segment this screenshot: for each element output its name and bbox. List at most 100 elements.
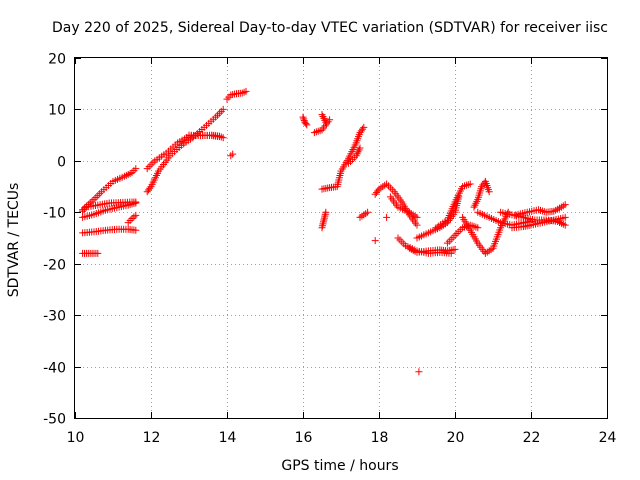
data-point <box>132 165 140 173</box>
data-point <box>215 132 223 140</box>
data-point <box>145 163 153 171</box>
data-point <box>149 159 157 167</box>
data-point <box>443 239 451 247</box>
data-point <box>470 222 478 230</box>
data-point <box>219 134 227 142</box>
data-point <box>472 223 480 231</box>
x-tick-label: 14 <box>219 430 237 446</box>
data-point <box>385 182 392 190</box>
data-point <box>90 195 98 203</box>
data-point <box>398 238 406 246</box>
data-point <box>557 219 565 227</box>
x-axis-title: GPS time / hours <box>281 458 398 474</box>
data-point <box>347 158 354 165</box>
data-point <box>474 224 482 232</box>
data-point <box>310 129 318 137</box>
data-point <box>132 211 140 219</box>
data-point <box>130 213 138 221</box>
data-point <box>459 224 467 232</box>
data-point <box>132 226 140 234</box>
data-point <box>217 133 225 141</box>
y-tick-label: -20 <box>43 258 66 274</box>
x-tick-label: 18 <box>371 430 389 446</box>
data-point <box>356 144 364 152</box>
data-point <box>215 109 223 117</box>
data-point <box>561 213 569 221</box>
data-point <box>147 161 155 169</box>
data-point <box>130 200 138 208</box>
data-point <box>451 231 459 239</box>
data-point <box>132 199 140 207</box>
data-point <box>451 245 459 253</box>
data-point <box>388 186 396 194</box>
data-point <box>371 237 379 245</box>
data-point <box>396 236 404 244</box>
data-point <box>538 207 546 215</box>
chart-title: Day 220 of 2025, Sidereal Day-to-day VTE… <box>52 20 608 36</box>
data-point <box>485 188 493 196</box>
data-point <box>143 165 151 173</box>
data-point <box>561 221 569 229</box>
data-point <box>92 194 100 201</box>
x-tick-label: 24 <box>599 430 617 446</box>
data-point <box>453 230 461 237</box>
data-point <box>466 180 474 188</box>
data-point <box>383 213 391 221</box>
data-point <box>299 113 307 121</box>
data-point <box>374 187 382 195</box>
data-point <box>94 192 102 200</box>
y-tick-label: -10 <box>43 206 66 222</box>
data-point <box>217 107 225 115</box>
x-tick-label: 20 <box>447 430 465 446</box>
data-point <box>88 197 96 205</box>
data-points <box>79 87 569 376</box>
data-point <box>300 115 308 123</box>
data-point <box>447 235 455 243</box>
y-tick-label: -40 <box>43 361 66 377</box>
y-tick-label: -50 <box>43 412 66 428</box>
data-point <box>364 208 372 216</box>
data-point <box>124 170 132 178</box>
data-point <box>413 221 421 229</box>
x-tick-label: 22 <box>523 430 541 446</box>
y-tick-label: 10 <box>48 103 66 119</box>
x-tick-label: 10 <box>67 430 85 446</box>
data-point <box>146 184 154 192</box>
data-point <box>96 190 104 198</box>
data-point <box>360 123 368 131</box>
data-point <box>400 240 408 248</box>
x-tick-label: 16 <box>295 430 313 446</box>
data-point <box>302 120 310 128</box>
data-point <box>238 89 246 97</box>
data-point <box>219 105 227 113</box>
data-point <box>455 228 463 236</box>
data-point <box>472 199 480 207</box>
y-tick-label: -30 <box>43 309 66 325</box>
data-point <box>242 87 250 95</box>
data-point <box>303 121 311 129</box>
data-point <box>394 234 402 242</box>
axis-ticks <box>75 58 608 419</box>
tick-labels: 10 12 14 16 18 20 22 24 20 10 0 -10 -20 -30 -40 -50 <box>43 52 616 447</box>
y-axis-title: SDTVAR / TECUs <box>6 183 22 298</box>
data-point <box>359 125 367 133</box>
data-point <box>462 181 470 189</box>
grid-lines <box>75 58 607 418</box>
data-point <box>214 111 221 119</box>
y-tick-label: 0 <box>57 155 66 171</box>
data-point <box>312 128 320 136</box>
data-point <box>314 127 322 135</box>
data-point <box>561 201 569 209</box>
data-point <box>413 213 421 221</box>
data-point <box>227 152 235 160</box>
plot-frame <box>74 57 608 419</box>
x-tick-label: 12 <box>143 430 161 446</box>
data-point <box>415 368 423 376</box>
data-point <box>94 249 102 257</box>
data-point <box>445 237 453 245</box>
data-point <box>464 181 472 189</box>
data-point <box>322 208 330 216</box>
data-point <box>537 206 544 214</box>
data-point <box>300 117 308 125</box>
